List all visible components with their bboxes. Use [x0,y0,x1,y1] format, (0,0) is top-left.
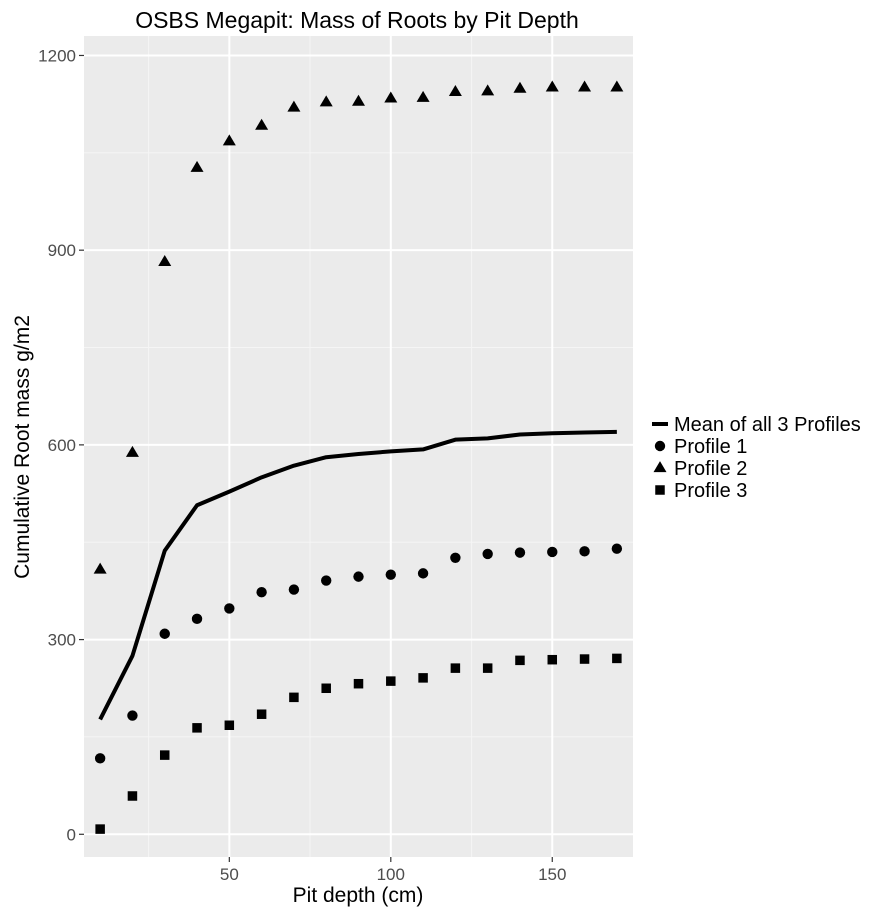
point-profile-3 [353,678,364,689]
point-profile-3 [482,663,493,673]
point-profile-1 [450,552,461,564]
point-profile-1 [482,548,493,560]
point-profile-2 [384,91,398,103]
point-profile-3 [192,723,202,733]
data-layer [93,80,624,834]
point-profile-1 [256,587,267,598]
grid-major [84,36,633,857]
x-tick-label: 50 [220,865,239,884]
legend-label-profile-1: Profile 1 [674,436,747,458]
legend-label-profile-3: Profile 3 [674,480,747,502]
point-profile-1 [611,543,623,554]
point-profile-3 [579,654,590,664]
point-profile-1 [191,613,203,625]
plot-panel [84,36,633,857]
point-profile-3 [450,663,461,673]
point-profile-3 [95,824,105,834]
point-profile-1 [94,753,106,764]
point-profile-1 [514,547,526,558]
y-tick-label: 300 [48,631,76,650]
point-profile-1 [224,603,235,614]
point-profile-2 [287,100,301,112]
grid-minor [84,36,633,857]
legend-key-profile-2 [653,461,667,473]
point-profile-3 [547,654,558,665]
legend-label-profile-2: Profile 2 [674,458,747,480]
x-tick-label: 150 [538,865,566,884]
y-tick-label: 900 [48,241,76,260]
point-profile-3 [386,676,396,686]
legend-label-mean-of-all-3-profiles: Mean of all 3 Profiles [674,414,861,436]
point-profile-3 [127,791,138,801]
x-tick-label: 100 [377,865,405,884]
point-profile-1 [385,569,396,580]
point-profile-1 [417,568,429,579]
point-profile-2 [416,90,430,102]
point-profile-3 [289,692,299,703]
y-axis-title: Cumulative Root mass g/m2 [11,315,34,579]
point-profile-3 [159,750,170,760]
chart-title: OSBS Megapit: Mass of Roots by Pit Depth [135,7,579,33]
point-profile-1 [127,710,138,721]
axis-ticks: 50 100 150 0 300 600 900 1200 [38,46,566,884]
point-profile-2 [610,80,624,92]
point-profile-2 [448,84,462,96]
point-profile-3 [418,673,428,683]
point-profile-2 [125,445,139,457]
point-profile-2 [513,81,527,93]
point-profile-2 [158,255,172,267]
point-profile-3 [321,683,331,694]
point-profile-3 [256,709,267,719]
y-tick-label: 0 [67,825,76,844]
point-profile-2 [481,84,495,96]
point-profile-3 [612,653,622,664]
point-profile-2 [578,80,592,92]
point-profile-2 [255,118,269,130]
point-profile-2 [93,562,107,574]
point-profile-2 [222,134,236,146]
point-profile-1 [321,575,332,586]
point-profile-1 [547,546,558,558]
legend-key-profile-3 [655,485,665,495]
point-profile-2 [352,94,365,106]
point-profile-3 [224,720,235,731]
point-profile-2 [190,160,204,172]
point-profile-2 [545,80,559,92]
point-profile-1 [579,546,590,557]
x-axis-title: Pit depth (cm) [293,884,424,907]
point-profile-1 [288,584,300,595]
y-tick-label: 600 [48,436,76,455]
point-profile-1 [159,628,170,639]
point-profile-3 [515,655,525,666]
series-line-mean [98,429,617,721]
point-profile-2 [319,95,333,107]
legend-key-profile-1 [654,440,666,452]
y-tick-label: 1200 [38,46,76,65]
point-profile-1 [353,571,364,582]
